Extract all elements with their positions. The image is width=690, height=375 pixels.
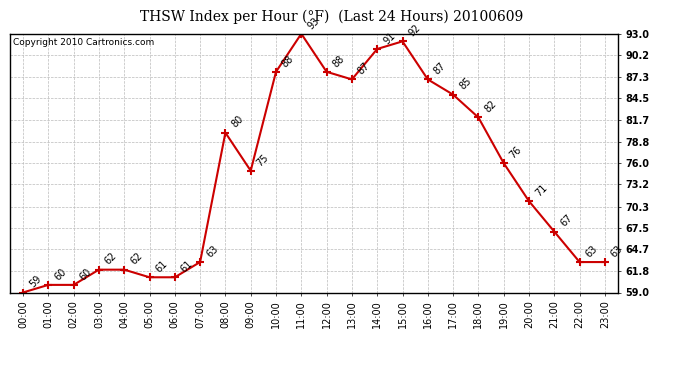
Text: 63: 63 <box>204 243 220 259</box>
Text: 82: 82 <box>482 99 498 115</box>
Text: 71: 71 <box>533 183 549 198</box>
Text: 62: 62 <box>103 251 119 267</box>
Text: 61: 61 <box>179 259 195 274</box>
Text: 88: 88 <box>280 53 296 69</box>
Text: 88: 88 <box>331 53 346 69</box>
Text: 59: 59 <box>27 274 43 290</box>
Text: 87: 87 <box>432 61 448 76</box>
Text: 63: 63 <box>584 243 600 259</box>
Text: 75: 75 <box>255 152 270 168</box>
Text: 61: 61 <box>154 259 170 274</box>
Text: 76: 76 <box>508 144 524 160</box>
Text: 62: 62 <box>128 251 144 267</box>
Text: 60: 60 <box>52 266 68 282</box>
Text: THSW Index per Hour (°F)  (Last 24 Hours) 20100609: THSW Index per Hour (°F) (Last 24 Hours)… <box>139 9 523 24</box>
Text: 67: 67 <box>558 213 574 229</box>
Text: 80: 80 <box>230 114 246 130</box>
Text: 63: 63 <box>609 243 625 259</box>
Text: Copyright 2010 Cartronics.com: Copyright 2010 Cartronics.com <box>13 38 155 46</box>
Text: 60: 60 <box>78 266 94 282</box>
Text: 85: 85 <box>457 76 473 92</box>
Text: 87: 87 <box>356 61 372 76</box>
Text: 91: 91 <box>382 30 397 46</box>
Text: 92: 92 <box>406 23 422 39</box>
Text: 93: 93 <box>306 15 322 31</box>
